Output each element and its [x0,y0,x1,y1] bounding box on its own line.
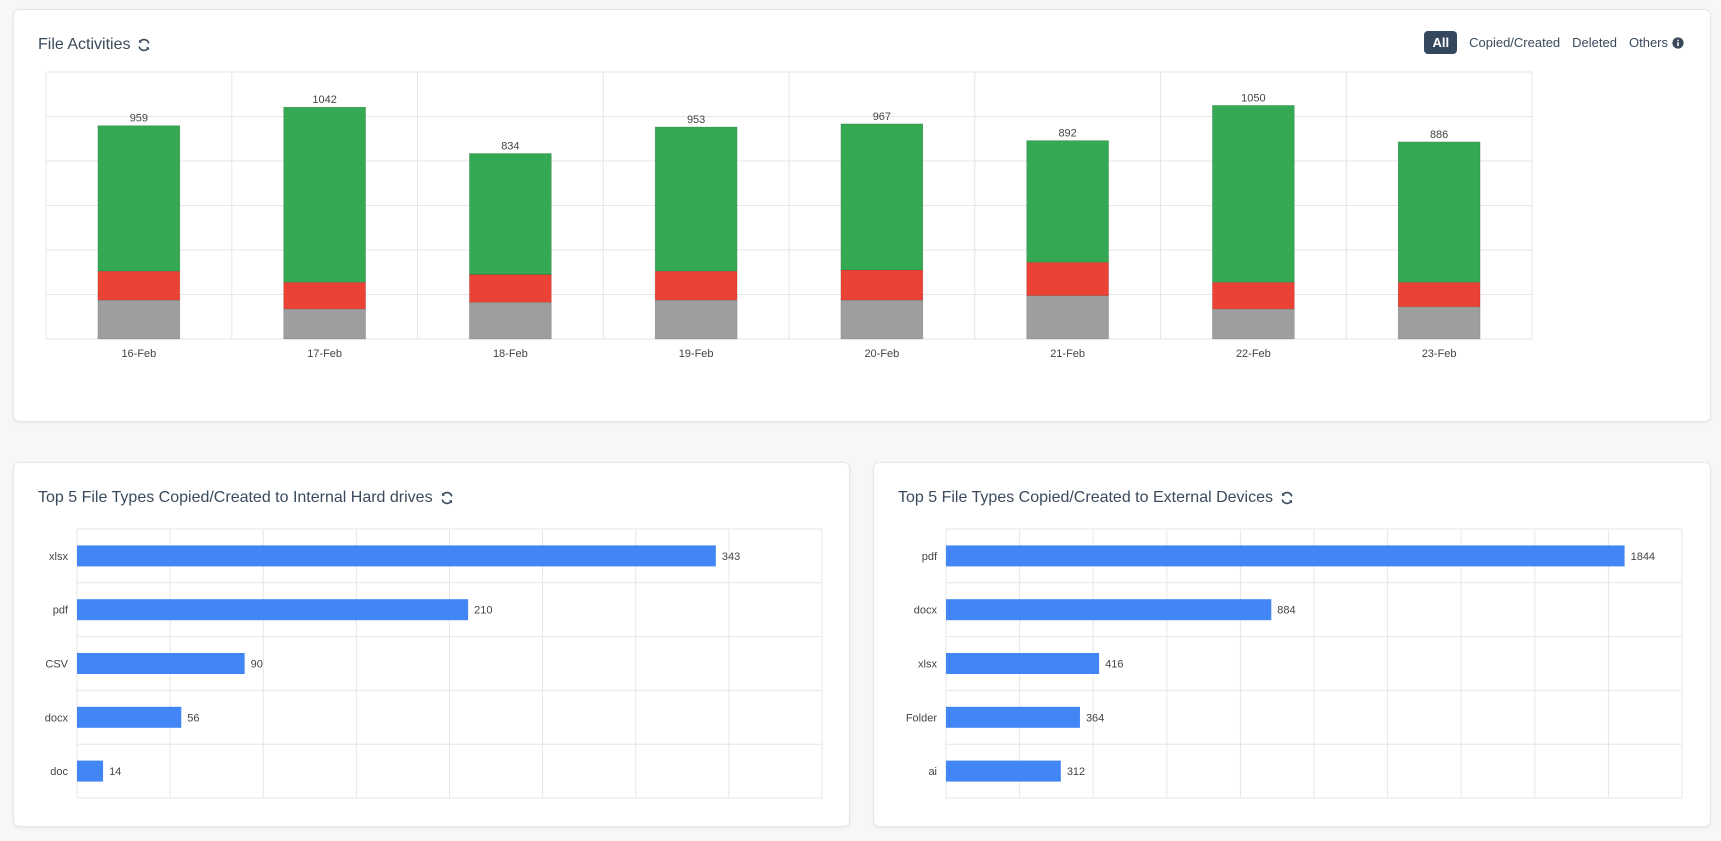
bar-value-label: 1844 [1631,551,1655,563]
internal-top5-title: Top 5 File Types Copied/Created to Inter… [38,489,454,507]
bar-segment [469,274,552,303]
bar-segment [469,301,552,340]
refresh-icon[interactable] [440,491,454,505]
y-tick-label: Folder [906,712,938,724]
x-tick-label: 18-Feb [493,348,528,360]
y-tick-label: pdf [53,605,69,617]
y-tick-label: ai [928,766,937,778]
bar [77,545,716,567]
bar-total-label: 834 [501,140,519,152]
bar-segment [840,269,924,301]
filter-deleted-button[interactable]: Deleted [1572,35,1617,50]
bar-segment [1397,141,1481,283]
bar-value-label: 364 [1086,712,1104,724]
y-tick-label: doc [50,766,68,778]
bar-segment [469,153,552,275]
bar-value-label: 90 [251,659,263,671]
x-tick-label: 17-Feb [307,348,342,360]
bar-segment [654,270,738,301]
bar-segment [1397,281,1481,308]
internal-top5-title-text: Top 5 File Types Copied/Created to Inter… [38,489,433,506]
x-tick-label: 21-Feb [1050,348,1085,360]
x-tick-label: 16-Feb [121,348,156,360]
bar-value-label: 56 [187,712,199,724]
activity-filter-bar: All Copied/Created Deleted Others [1424,31,1684,54]
bar-segment [1212,281,1295,310]
bar-total-label: 953 [687,114,705,126]
internal-top5-card: Top 5 File Types Copied/Created to Inter… [13,462,850,827]
external-top5-card: Top 5 File Types Copied/Created to Exter… [873,462,1711,827]
bar-segment [97,125,181,272]
external-top5-title-text: Top 5 File Types Copied/Created to Exter… [898,489,1274,506]
x-tick-label: 20-Feb [864,348,899,360]
bar-segment [1397,306,1481,340]
bar-segment [283,281,366,310]
bar-total-label: 886 [1430,129,1448,141]
bar [946,760,1061,782]
bar-total-label: 967 [873,111,891,123]
bar [77,706,182,728]
x-tick-label: 22-Feb [1236,348,1271,360]
file-activities-title-text: File Activities [38,36,131,53]
bar [946,599,1272,621]
bar-segment [1212,105,1295,283]
bar-total-label: 892 [1058,128,1076,140]
bar-value-label: 343 [722,551,740,563]
filter-copied-created-button[interactable]: Copied/Created [1469,35,1561,50]
filter-others-button[interactable]: Others [1629,31,1684,54]
bar-value-label: 312 [1067,766,1085,778]
bar-value-label: 210 [474,605,492,617]
bar-segment [1026,261,1109,296]
info-icon[interactable] [1672,36,1684,49]
bar-segment [283,106,366,283]
bar-segment [1212,308,1295,340]
filter-all-button[interactable]: All [1424,31,1458,54]
bar-segment [654,299,738,340]
bar-value-label: 416 [1105,659,1123,671]
x-tick-label: 19-Feb [679,348,714,360]
x-tick-label: 23-Feb [1422,348,1457,360]
bar-segment [654,126,738,272]
bar-segment [1026,140,1109,263]
refresh-icon[interactable] [137,38,151,52]
filter-others-label: Others [1628,35,1668,50]
bar [77,653,245,674]
bar-total-label: 959 [130,113,148,125]
internal-top5-chart: 343 xlsx 210 pdf 90 CSV 56 docx 14 doc [45,528,823,799]
refresh-icon[interactable] [1280,491,1294,505]
y-tick-label: xlsx [918,659,937,671]
bar-value-label: 884 [1277,605,1295,617]
file-activities-card: File Activities All Copied/Created Delet… [13,9,1711,422]
bar-total-label: 1050 [1241,92,1265,104]
bar-total-label: 1042 [312,94,336,106]
bar [946,545,1625,567]
bar-segment [1026,295,1109,340]
bar-segment [840,123,924,271]
bar-segment [97,299,181,340]
bar-segment [840,299,924,340]
y-tick-label: xlsx [49,551,68,563]
bar [946,706,1080,728]
bar-segment [283,308,366,340]
bar-segment [97,270,181,301]
file-activities-title: File Activities [38,36,151,54]
file-activities-chart: 959 16-Feb 1042 17-Feb 834 18-Feb 953 19-Feb 967… [45,71,1533,360]
external-top5-chart: 1844 pdf 884 docx 416 xlsx 364 Folder 312 ai [906,528,1683,799]
external-top5-title: Top 5 File Types Copied/Created to Exter… [898,489,1294,507]
y-tick-label: docx [45,712,69,724]
bar [946,653,1100,674]
y-tick-label: CSV [45,659,68,671]
bar [77,760,104,782]
bar-value-label: 14 [109,766,121,778]
y-tick-label: docx [914,605,938,617]
bar [77,599,469,621]
y-tick-label: pdf [922,551,938,563]
